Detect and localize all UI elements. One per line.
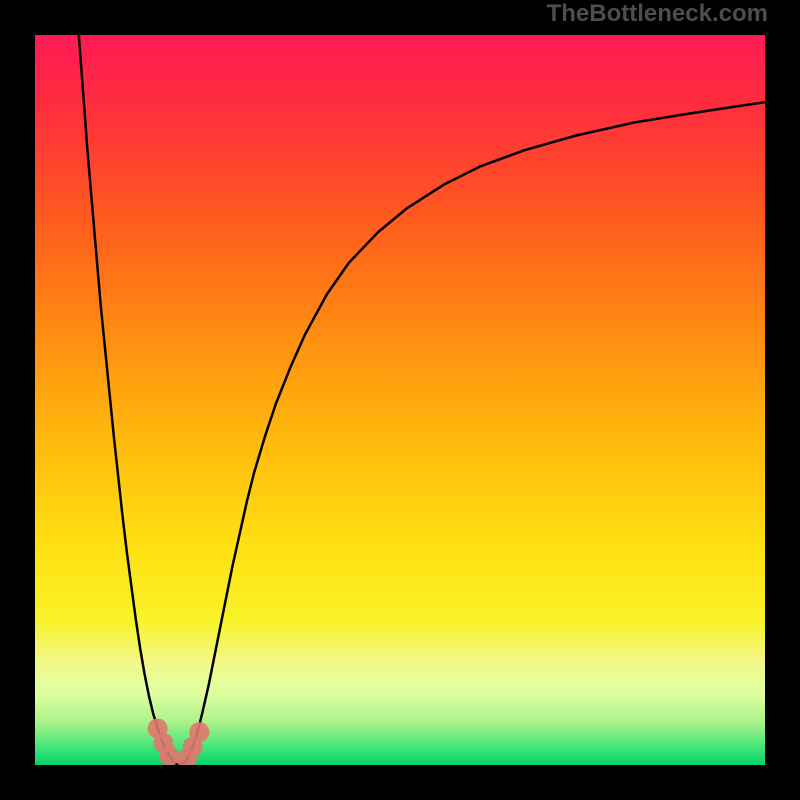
data-marker (189, 722, 209, 742)
watermark-text: TheBottleneck.com (547, 0, 768, 28)
gradient-background (35, 35, 765, 765)
chart-frame: TheBottleneck.com (0, 0, 800, 800)
plot-area (35, 35, 765, 765)
plot-svg (35, 35, 765, 765)
